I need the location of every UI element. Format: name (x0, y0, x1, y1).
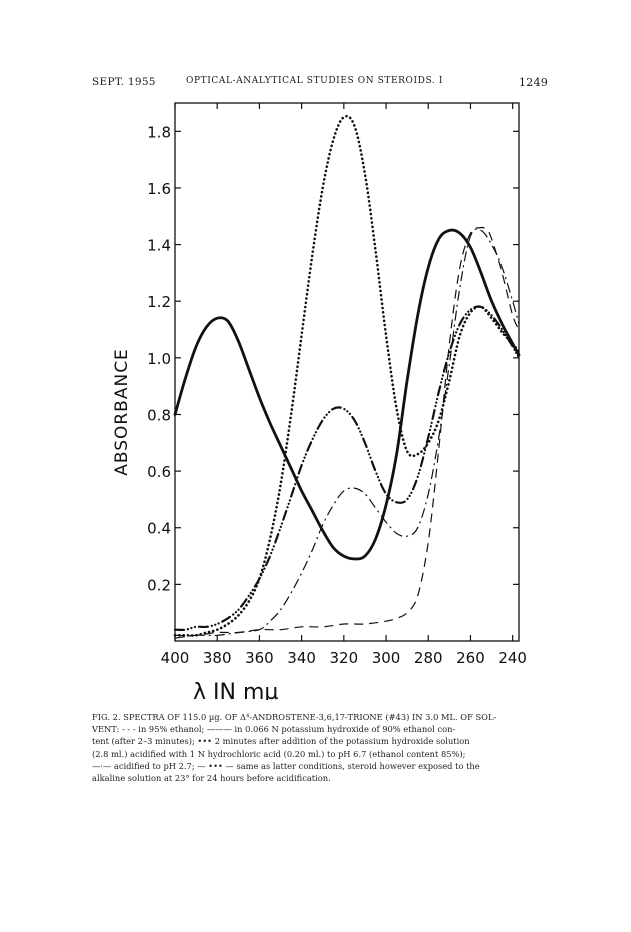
y-tick-label: 1.8 (147, 123, 171, 141)
y-tick-label: 1.4 (147, 237, 171, 255)
y-tick-label: 0.8 (147, 406, 171, 424)
page-number: 1249 (519, 76, 549, 89)
plot-frame (174, 102, 520, 642)
absorbance-spectra-chart: 0.2 0.4 0.6 0.8 1.0 1.2 1.4 1.6 1.8 400 380 360 340… (112, 102, 527, 700)
caption-line: tent (after 2–3 minutes); ••• 2 minutes … (92, 736, 470, 747)
x-axis-label: λ IN mµ (193, 680, 278, 700)
x-tick-label: 240 (498, 649, 527, 667)
caption-line: alkaline solution at 23° for 24 hours be… (92, 773, 331, 784)
y-tick-label: 1.6 (147, 180, 171, 198)
running-head-date: SEPT. 1955 (92, 76, 156, 88)
series-line-dash-dot (174, 228, 520, 639)
caption-line: VENT: - - - in 95% ethanol; ——— in 0.066… (92, 724, 456, 735)
x-tick-label: 360 (245, 649, 274, 667)
x-tick-label: 320 (330, 649, 359, 667)
y-axis-label: ABSORBANCE (112, 348, 132, 476)
x-tick-label: 300 (372, 649, 401, 667)
series-line-dotted (173, 114, 521, 637)
caption-line: (2.8 ml.) acidified with 1 N hydrochlori… (92, 748, 466, 759)
y-tick-label: 1.2 (147, 293, 171, 311)
x-tick-label: 400 (161, 649, 190, 667)
series-line-solid (173, 228, 521, 561)
y-tick-label: 0.2 (147, 576, 171, 594)
caption-line: FIG. 2. SPECTRA OF 115.0 µg. OF Δ⁴-ANDRO… (92, 712, 497, 722)
x-tick-label: 260 (456, 649, 485, 667)
x-axis-ticks: 400 380 360 340 320 300 280 260 240 (161, 103, 527, 667)
x-tick-label: 380 (203, 649, 232, 667)
running-head-title: OPTICAL-ANALYTICAL STUDIES ON STEROIDS. … (186, 76, 444, 86)
caption-line: —·— acidified to pH 2.7; — ••• — same as… (92, 760, 480, 771)
y-tick-label: 1.0 (147, 350, 171, 368)
x-tick-label: 280 (414, 649, 443, 667)
series-layer (173, 114, 521, 639)
y-tick-label: 0.4 (147, 520, 171, 538)
x-tick-label: 340 (287, 649, 316, 667)
y-axis-ticks: 0.2 0.4 0.6 0.8 1.0 1.2 1.4 1.6 1.8 (147, 123, 519, 594)
series-line-dash-dot-dot (173, 305, 521, 631)
figure-caption: FIG. 2. SPECTRA OF 115.0 µg. OF Δ⁴-ANDRO… (92, 711, 544, 784)
series-line-dashed (174, 226, 520, 637)
y-tick-label: 0.6 (147, 463, 171, 481)
